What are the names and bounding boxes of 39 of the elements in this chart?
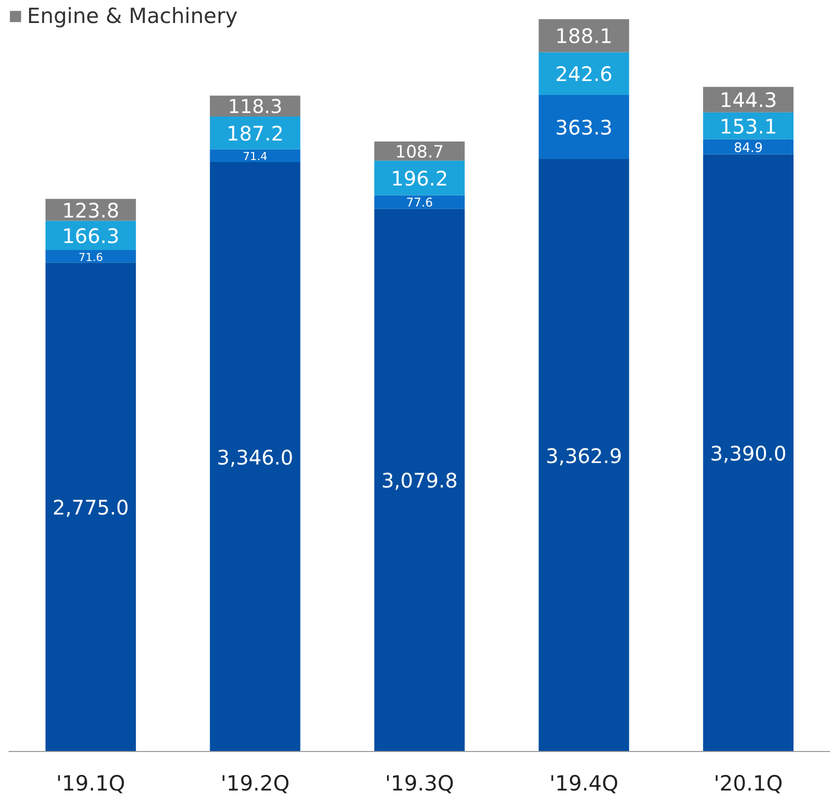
x-tick-label: '19.4Q	[549, 772, 618, 796]
data-label: 188.1	[555, 24, 613, 48]
x-tick-label: '19.1Q	[56, 772, 126, 796]
bar	[538, 95, 630, 160]
bar	[538, 19, 630, 52]
bar	[210, 162, 300, 752]
bar	[45, 262, 136, 752]
bar	[374, 195, 465, 209]
data-label: 118.3	[228, 96, 282, 118]
bar	[538, 52, 630, 96]
data-label: 3,079.8	[381, 468, 458, 493]
data-label: 166.3	[62, 224, 120, 248]
data-label: 3,346.0	[216, 445, 294, 470]
bar	[703, 139, 794, 154]
data-label: 123.8	[62, 198, 120, 222]
data-label: 196.2	[390, 166, 448, 190]
bar	[45, 250, 136, 263]
bar	[703, 154, 794, 752]
data-label: 3,390.0	[710, 441, 786, 466]
x-tick-label: '19.2Q	[220, 772, 290, 796]
data-label: 77.6	[406, 196, 433, 210]
data-label: 71.6	[78, 250, 103, 264]
data-label: 84.9	[734, 140, 763, 156]
data-label: 2,775.0	[52, 496, 129, 520]
data-label: 363.3	[555, 116, 613, 140]
bar	[538, 159, 630, 752]
data-label: 3,362.9	[546, 444, 622, 468]
data-label: 108.7	[395, 142, 444, 163]
bar	[210, 116, 300, 150]
bar	[210, 149, 300, 162]
data-label: 71.4	[242, 150, 268, 164]
x-tick-label: '20.1Q	[714, 772, 783, 796]
legend-label: Engine & Machinery	[27, 4, 238, 28]
x-tick-label: '19.3Q	[384, 772, 454, 796]
data-label: 187.2	[226, 121, 284, 146]
data-label: 242.6	[555, 62, 613, 86]
data-label: 153.1	[720, 114, 777, 138]
bar	[374, 208, 465, 752]
data-label: 144.3	[720, 88, 777, 112]
